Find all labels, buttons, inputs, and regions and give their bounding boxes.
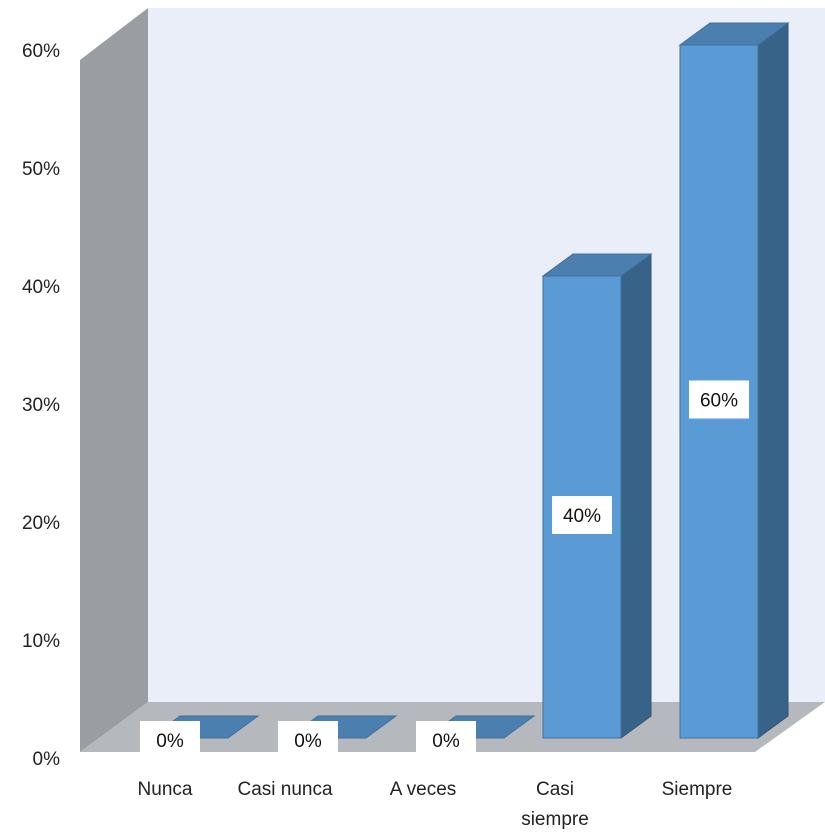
side-wall (80, 8, 148, 752)
data-label: 0% (416, 721, 476, 759)
category-label: Casi siempre (521, 779, 589, 830)
y-tick-label: 30% (22, 395, 60, 416)
data-label-box (552, 496, 612, 534)
category-label: Nunca (138, 779, 193, 800)
back-wall (148, 8, 825, 702)
bar-top (541, 253, 653, 277)
bar-side (757, 22, 789, 739)
y-tick-label: 10% (22, 631, 60, 652)
y-tick-label: 50% (22, 159, 60, 180)
data-label-box (278, 721, 338, 759)
data-label-box (689, 380, 749, 419)
category-label: Casi nunca (237, 779, 332, 800)
data-label: 0% (278, 721, 338, 759)
bar-side (620, 253, 652, 739)
data-label: 0% (140, 721, 200, 759)
data-label-box (140, 721, 200, 759)
data-label-text: 0% (432, 731, 460, 752)
y-tick-label: 0% (33, 749, 61, 770)
data-label-text: 0% (294, 731, 322, 752)
data-label-text: 0% (156, 731, 184, 752)
category-labels: Nunca Casi nunca A veces Casi siempre Siempre (138, 779, 733, 830)
data-label-text: 40% (563, 506, 601, 527)
category-label: Siempre (662, 779, 733, 800)
data-label-box (416, 721, 476, 759)
y-tick-label: 60% (22, 41, 60, 62)
data-label: 40% (552, 496, 612, 534)
bar-top (678, 22, 790, 46)
y-tick-label: 40% (22, 277, 60, 298)
y-axis-ticks: 0% 10% 20% 30% 40% 50% 60% (22, 41, 60, 770)
data-labels: 0% 0% 0% 40% 60% (140, 380, 749, 759)
data-label: 60% (689, 380, 749, 419)
category-label: A veces (390, 779, 457, 800)
y-tick-label: 20% (22, 513, 60, 534)
data-label-text: 60% (700, 391, 738, 412)
